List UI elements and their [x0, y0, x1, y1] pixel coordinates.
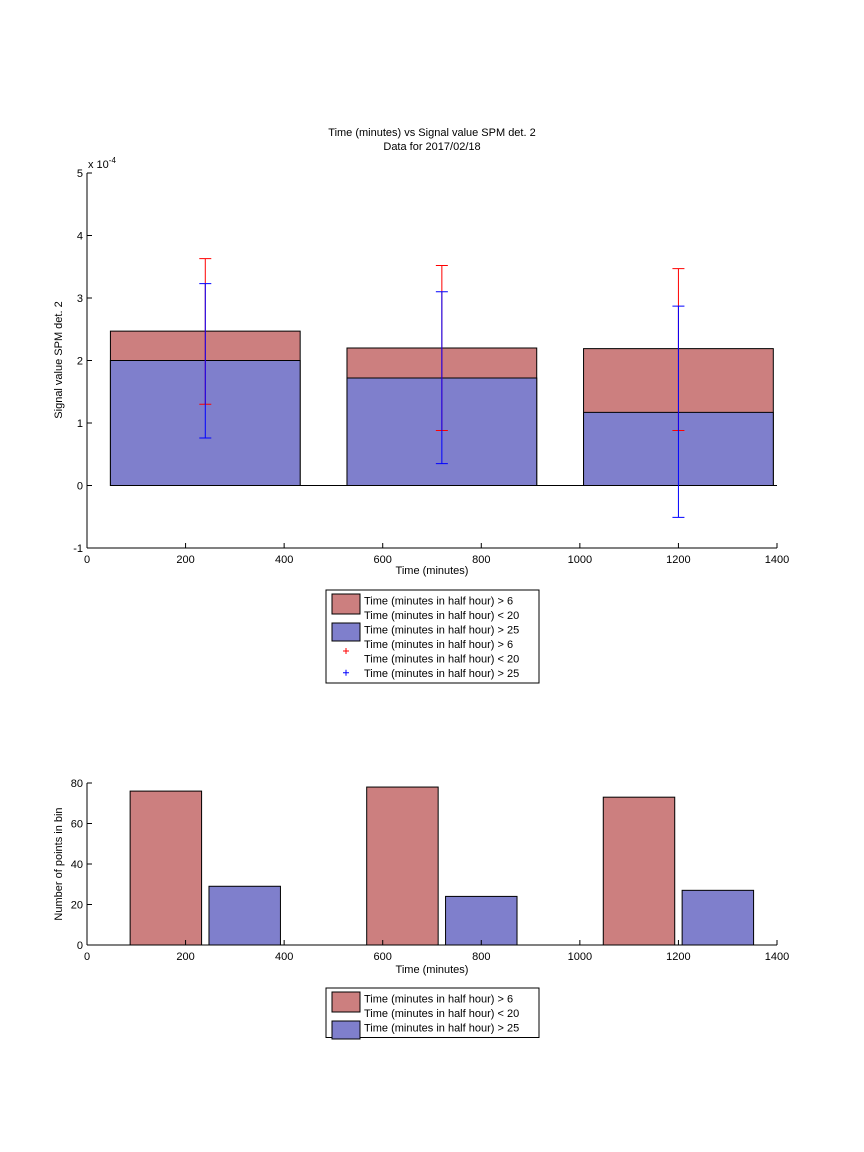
legend-swatch [331, 593, 361, 615]
x-tick-label: 1400 [765, 951, 789, 963]
y-tick-label: 60 [71, 819, 83, 831]
x-axis-label: Time (minutes) [396, 565, 469, 577]
y-tick-label: 5 [77, 168, 83, 180]
count-bar-blue [445, 895, 518, 946]
legend-frame [325, 589, 540, 684]
chart-title: Time (minutes) vs Signal value SPM det. … [328, 127, 535, 139]
legend-label: Time (minutes in half hour) > 25 [364, 1023, 519, 1035]
signal-chart: Time (minutes) vs Signal value SPM det. … [53, 127, 789, 684]
x-tick-label: 0 [84, 554, 90, 566]
legend-label: Time (minutes in half hour) > 6 [364, 994, 513, 1006]
x-tick-label: 200 [176, 554, 194, 566]
y-exponent-label: x 10-4 [88, 156, 116, 171]
count-bar-red [602, 796, 676, 946]
legend-label: Time (minutes in half hour) > 6 [364, 596, 513, 608]
legend-label: Time (minutes in half hour) > 25 [364, 668, 519, 680]
x-tick-label: 600 [374, 554, 392, 566]
y-exponent-power: -4 [109, 156, 117, 165]
count-bar-blue [681, 889, 755, 946]
count-bar-red [366, 786, 439, 946]
legend-label: Time (minutes in half hour) < 20 [364, 1008, 519, 1020]
y-axis-label: Signal value SPM det. 2 [53, 301, 65, 418]
legend-frame [325, 987, 540, 1038]
y-tick-label: 80 [71, 778, 83, 790]
x-tick-label: 800 [472, 951, 490, 963]
y-axis-label-bottom: Number of points in bin [53, 807, 65, 920]
y-tick-label: 40 [71, 859, 83, 871]
x-tick-label: 1000 [568, 951, 592, 963]
x-tick-label: 1000 [568, 554, 592, 566]
count-bars [129, 786, 755, 946]
y-tick-label: 3 [77, 293, 83, 305]
count-chart: 0 200 400 600 800 1000 1200 1400 0 20 40 60 80 Time … [53, 778, 789, 1040]
y-tick-label: -1 [73, 543, 83, 555]
legend-label: Time (minutes in half hour) < 20 [364, 654, 519, 666]
chart-subtitle: Data for 2017/02/18 [383, 141, 480, 153]
legend-label: Time (minutes in half hour) > 6 [364, 639, 513, 651]
count-bar-red [129, 790, 203, 946]
legend-swatch [331, 1020, 361, 1040]
y-exponent-base: x 10 [88, 159, 109, 171]
signal-legend: Time (minutes in half hour) > 6 Time (min… [325, 589, 540, 684]
x-tick-label: 600 [374, 951, 392, 963]
count-bar-blue [208, 885, 281, 946]
legend-swatch [331, 991, 361, 1013]
legend-label: Time (minutes in half hour) > 25 [364, 625, 519, 637]
x-tick-label: 1200 [666, 554, 690, 566]
x-tick-label: 0 [84, 951, 90, 963]
y-tick-label: 0 [77, 940, 83, 952]
x-tick-label: 1200 [666, 951, 690, 963]
x-tick-label: 1400 [765, 554, 789, 566]
x-tick-label: 800 [472, 554, 490, 566]
legend-swatch [331, 622, 361, 642]
y-tick-label: 4 [77, 231, 83, 243]
y-tick-label: 20 [71, 900, 83, 912]
x-tick-label: 400 [275, 951, 293, 963]
x-tick-label: 200 [176, 951, 194, 963]
legend-label: Time (minutes in half hour) < 20 [364, 610, 519, 622]
y-tick-label: 1 [77, 418, 83, 430]
count-legend: Time (minutes in half hour) > 6 Time (min… [325, 987, 540, 1040]
error-bars [199, 258, 685, 518]
y-tick-label: 0 [77, 481, 83, 493]
x-axis-label-bottom: Time (minutes) [396, 964, 469, 976]
y-tick-label: 2 [77, 356, 83, 368]
count-axes: 0 200 400 600 800 1000 1200 1400 0 20 40 60 80 [71, 778, 789, 963]
x-tick-label: 400 [275, 554, 293, 566]
